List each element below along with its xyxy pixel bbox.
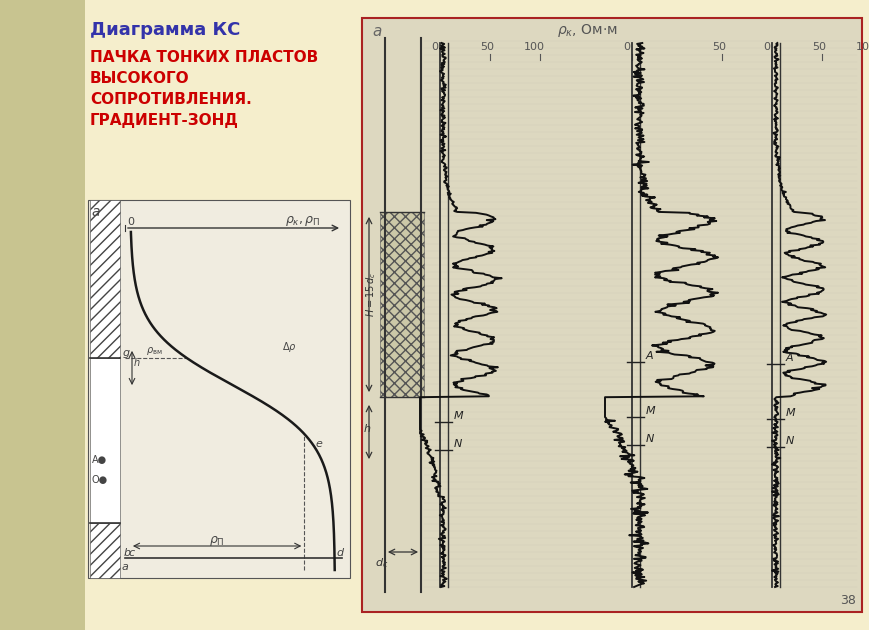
Text: N: N <box>646 434 653 444</box>
Text: a: a <box>91 205 99 219</box>
Text: M: M <box>646 406 655 416</box>
Text: g: g <box>123 348 130 358</box>
Text: $h$: $h$ <box>362 422 371 434</box>
Text: СОПРОТИВЛЕНИЯ.: СОПРОТИВЛЕНИЯ. <box>90 92 251 107</box>
Text: b: b <box>124 548 131 558</box>
Text: h: h <box>134 358 140 368</box>
Text: $H=15\,d_c$: $H=15\,d_c$ <box>363 272 377 317</box>
Text: ПАЧКА ТОНКИХ ПЛАСТОВ: ПАЧКА ТОНКИХ ПЛАСТОВ <box>90 50 318 65</box>
Text: M: M <box>785 408 795 418</box>
Text: N: N <box>454 439 461 449</box>
Text: N: N <box>785 436 793 446</box>
Text: 50: 50 <box>480 42 494 52</box>
Text: $\rho_\kappa$, Ом·м: $\rho_\kappa$, Ом·м <box>556 22 617 39</box>
Text: 0: 0 <box>127 217 134 227</box>
Text: A: A <box>785 353 793 363</box>
Text: d: d <box>335 548 342 558</box>
Bar <box>90 200 120 358</box>
Text: a: a <box>372 24 381 39</box>
Text: 0: 0 <box>431 42 438 52</box>
Text: A: A <box>646 351 653 361</box>
Bar <box>88 200 349 578</box>
Text: e: e <box>315 439 322 449</box>
Text: ГРАДИЕНТ-ЗОНД: ГРАДИЕНТ-ЗОНД <box>90 113 239 128</box>
Bar <box>380 212 423 397</box>
Text: ВЫСОКОГО: ВЫСОКОГО <box>90 71 189 86</box>
Text: $d_c$: $d_c$ <box>375 556 388 570</box>
Text: $\rho_\kappa,\rho_\Pi$: $\rho_\kappa,\rho_\Pi$ <box>285 214 320 228</box>
Text: A●: A● <box>92 455 107 465</box>
Bar <box>362 18 861 612</box>
Text: $\rho_\Pi$: $\rho_\Pi$ <box>209 534 224 548</box>
Text: c: c <box>128 548 134 558</box>
Bar <box>85 0 362 200</box>
Text: Диаграмма КС: Диаграмма КС <box>90 21 240 39</box>
Text: 50: 50 <box>711 42 725 52</box>
Text: 50: 50 <box>811 42 825 52</box>
Text: $\rho_{\rm вм}$: $\rho_{\rm вм}$ <box>146 345 163 357</box>
Text: 100: 100 <box>854 42 869 52</box>
Text: M: M <box>454 411 463 421</box>
Bar <box>90 523 120 578</box>
Text: 38: 38 <box>839 594 855 607</box>
Bar <box>0 0 85 630</box>
Text: 0: 0 <box>763 42 770 52</box>
Bar <box>90 358 120 523</box>
Text: O●: O● <box>92 475 108 485</box>
Text: 100: 100 <box>523 42 544 52</box>
Text: $\Delta\rho$: $\Delta\rho$ <box>282 340 296 354</box>
Text: 0: 0 <box>623 42 630 52</box>
Text: a: a <box>122 562 129 572</box>
